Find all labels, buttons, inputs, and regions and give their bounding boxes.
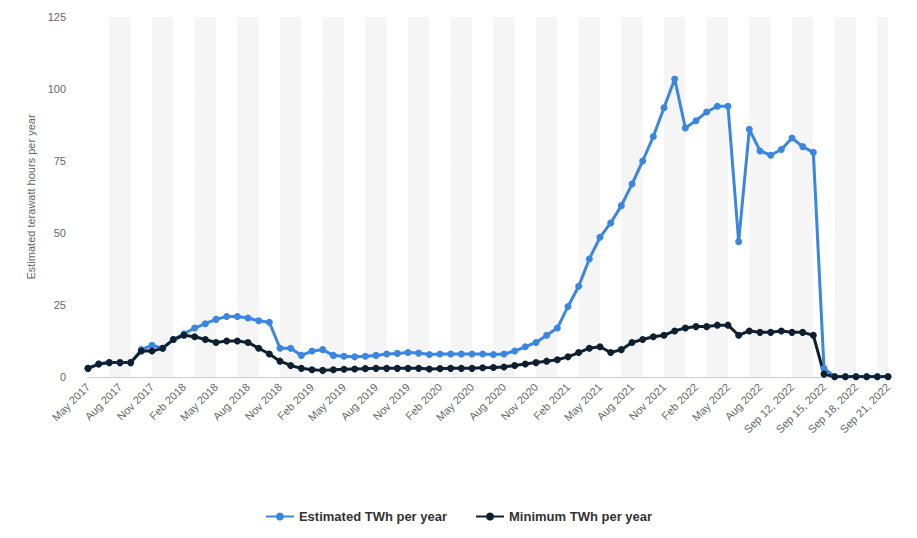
svg-text:Aug 2018: Aug 2018 xyxy=(210,380,253,423)
svg-text:Sep 15, 2022: Sep 15, 2022 xyxy=(773,380,829,436)
svg-text:125: 125 xyxy=(48,11,66,23)
svg-text:25: 25 xyxy=(54,299,66,311)
svg-text:May 2021: May 2021 xyxy=(561,380,605,424)
svg-text:May 2018: May 2018 xyxy=(177,380,221,424)
svg-text:Aug 2017: Aug 2017 xyxy=(82,380,125,423)
svg-text:May 2019: May 2019 xyxy=(305,380,349,424)
svg-text:Sep 21, 2022: Sep 21, 2022 xyxy=(838,381,893,436)
svg-text:Feb 2021: Feb 2021 xyxy=(530,380,573,423)
svg-text:Nov 2020: Nov 2020 xyxy=(498,380,541,423)
svg-text:Feb 2022: Feb 2022 xyxy=(658,380,701,423)
svg-text:Aug 2022: Aug 2022 xyxy=(722,380,765,423)
svg-text:Sep 12, 2022: Sep 12, 2022 xyxy=(741,380,797,436)
svg-text:Estimated TWh per year: Estimated TWh per year xyxy=(299,509,447,524)
svg-text:Aug 2019: Aug 2019 xyxy=(338,380,381,423)
svg-text:May 2017: May 2017 xyxy=(49,380,93,424)
svg-text:Feb 2018: Feb 2018 xyxy=(146,380,189,423)
svg-text:May 2022: May 2022 xyxy=(689,380,733,424)
svg-text:Nov 2021: Nov 2021 xyxy=(626,380,669,423)
svg-text:Sep 18, 2022: Sep 18, 2022 xyxy=(805,380,861,436)
svg-text:May 2020: May 2020 xyxy=(433,380,477,424)
svg-text:Feb 2019: Feb 2019 xyxy=(274,380,317,423)
svg-text:100: 100 xyxy=(48,83,66,95)
svg-text:Nov 2019: Nov 2019 xyxy=(370,380,413,423)
svg-text:50: 50 xyxy=(54,227,66,239)
svg-text:Minimum TWh per year: Minimum TWh per year xyxy=(509,509,652,524)
svg-text:75: 75 xyxy=(54,155,66,167)
svg-text:Aug 2020: Aug 2020 xyxy=(466,380,509,423)
svg-text:Aug 2021: Aug 2021 xyxy=(594,380,637,423)
svg-text:Nov 2017: Nov 2017 xyxy=(114,380,157,423)
svg-text:Feb 2020: Feb 2020 xyxy=(402,380,445,423)
svg-text:Estimated terawatt hours per y: Estimated terawatt hours per year xyxy=(25,114,37,279)
svg-text:0: 0 xyxy=(60,371,66,383)
svg-text:Nov 2018: Nov 2018 xyxy=(242,380,285,423)
